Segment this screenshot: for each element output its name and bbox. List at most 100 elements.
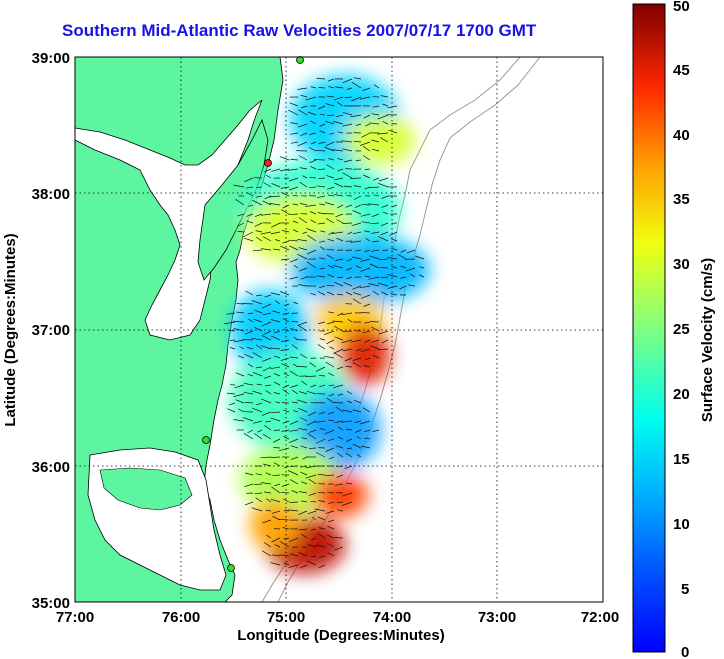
velocity-arrow	[341, 339, 353, 344]
velocity-arrow	[318, 105, 326, 110]
velocity-arrow	[252, 249, 263, 252]
velocity-arrow	[262, 236, 272, 242]
velocity-arrow	[328, 86, 335, 89]
velocity-arrow	[363, 155, 371, 161]
velocity-arrow	[255, 366, 263, 369]
velocity-arrow	[272, 515, 281, 521]
velocity-arrow	[365, 123, 371, 127]
velocity-arrow	[319, 113, 326, 116]
velocity-arrow	[253, 318, 263, 323]
velocity-arrow	[235, 199, 245, 206]
velocity-arrow	[270, 319, 281, 323]
velocity-arrow	[363, 174, 371, 179]
velocity-arrow	[261, 335, 272, 341]
x-tick-label: 75:00	[267, 609, 305, 626]
velocity-arrow	[332, 149, 344, 152]
velocity-arrow	[318, 177, 326, 179]
velocity-arrow	[289, 245, 299, 251]
velocity-arrow	[265, 420, 272, 423]
velocity-arrow	[237, 231, 245, 233]
velocity-arrow	[342, 348, 353, 352]
velocity-arrow	[318, 87, 326, 89]
velocity-arrow	[387, 274, 398, 278]
velocity-arrow	[283, 509, 290, 512]
velocity-arrow	[364, 249, 371, 253]
velocity-arrow	[341, 312, 353, 316]
velocity-arrow	[390, 293, 398, 296]
velocity-arrow	[290, 159, 299, 161]
velocity-arrow	[280, 186, 290, 189]
velocity-arrow	[255, 230, 263, 233]
velocity-arrow	[364, 321, 371, 324]
velocity-arrow	[280, 291, 290, 296]
velocity-arrow	[333, 402, 344, 404]
velocity-arrow	[360, 348, 371, 353]
velocity-arrow	[291, 490, 299, 494]
y-tick-label: 37:00	[32, 322, 70, 339]
velocity-arrow	[391, 266, 398, 269]
velocity-arrow	[309, 429, 317, 433]
velocity-arrow	[350, 240, 362, 243]
velocity-arrow	[317, 344, 326, 350]
velocity-arrow	[316, 78, 326, 80]
velocity-arrow	[356, 436, 362, 440]
velocity-arrow	[254, 492, 263, 495]
velocity-arrow	[309, 132, 317, 135]
velocity-arrow	[333, 348, 344, 354]
velocity-arrow	[315, 420, 326, 423]
velocity-arrow	[328, 419, 335, 422]
velocity-arrow	[344, 96, 353, 98]
velocity-arrow	[337, 204, 344, 209]
velocity-arrow	[341, 501, 353, 506]
velocity-arrow	[262, 550, 272, 557]
station-marker	[227, 564, 235, 572]
velocity-arrow	[336, 501, 344, 504]
velocity-arrow	[382, 211, 389, 215]
velocity-arrow	[254, 433, 263, 440]
velocity-arrow	[360, 258, 371, 262]
velocity-arrow	[327, 238, 335, 242]
velocity-arrow	[356, 348, 362, 352]
velocity-arrow	[317, 474, 326, 476]
velocity-arrow	[382, 249, 389, 251]
velocity-arrow	[346, 258, 353, 262]
y-tick-label: 36:00	[32, 459, 70, 476]
velocity-arrow	[255, 473, 263, 476]
velocity-arrow	[256, 402, 263, 406]
velocity-arrow	[260, 231, 272, 235]
velocity-arrow	[419, 266, 425, 269]
velocity-arrow	[307, 234, 317, 242]
velocity-arrow	[284, 303, 290, 307]
velocity-arrow	[254, 222, 263, 227]
velocity-arrow	[342, 112, 353, 116]
velocity-arrow	[274, 239, 281, 242]
velocity-arrow	[325, 474, 335, 476]
velocity-arrow	[334, 281, 344, 287]
velocity-arrow	[290, 553, 299, 557]
velocity-arrow	[364, 429, 371, 433]
velocity-arrow	[318, 564, 326, 569]
velocity-arrow	[320, 246, 326, 251]
velocity-arrow	[325, 510, 335, 514]
velocity-arrow	[308, 478, 317, 485]
velocity-arrow	[333, 96, 344, 101]
velocity-arrow	[334, 194, 344, 197]
velocity-arrow	[271, 168, 281, 172]
velocity-arrow	[300, 276, 308, 280]
velocity-arrow	[243, 339, 254, 341]
velocity-arrow	[372, 354, 380, 359]
velocity-arrow	[318, 141, 326, 145]
velocity-arrow	[363, 303, 371, 307]
velocity-arrow	[399, 285, 407, 290]
velocity-arrow	[300, 105, 308, 109]
velocity-arrow	[319, 130, 326, 134]
velocity-arrow	[261, 321, 272, 327]
velocity-arrow	[291, 321, 299, 323]
velocity-arrow	[265, 472, 272, 476]
velocity-arrow	[371, 148, 380, 152]
velocity-arrow	[283, 436, 290, 440]
velocity-arrow	[345, 249, 353, 251]
velocity-arrow	[364, 339, 371, 343]
velocity-arrow	[300, 500, 308, 503]
velocity-arrow	[317, 222, 326, 225]
